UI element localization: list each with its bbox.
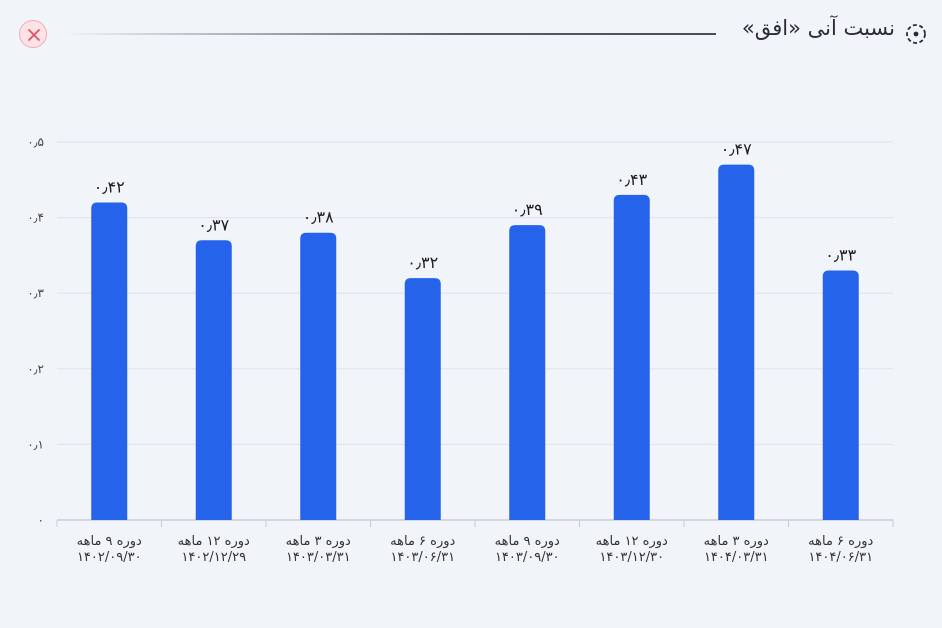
- bar: [509, 225, 546, 520]
- data-label: ۰٫۴۷: [721, 140, 752, 159]
- x-tick-label-date: ۱۴۰۳/۰۳/۳۱: [286, 550, 351, 565]
- data-label: ۰٫۳۲: [407, 253, 438, 272]
- data-label: ۰٫۴۲: [94, 177, 125, 196]
- x-tick-label-period: دوره ۳ ماهه: [704, 534, 769, 549]
- data-label: ۰٫۴۳: [616, 170, 647, 189]
- data-label: ۰٫۳۹: [512, 200, 543, 219]
- x-tick-label-period: دوره ۶ ماهه: [808, 534, 873, 549]
- x-tick-label-period: دوره ۱۲ ماهه: [596, 534, 668, 549]
- bar: [613, 194, 650, 521]
- close-button[interactable]: [19, 20, 47, 48]
- bar: [718, 164, 755, 520]
- chart-header: نسبت آنی «افق»: [0, 0, 942, 70]
- x-tick-label-date: ۱۴۰۴/۰۳/۳۱: [704, 550, 769, 565]
- x-tick-label-period: دوره ۹ ماهه: [495, 534, 560, 549]
- close-icon: [28, 29, 40, 41]
- bar: [404, 278, 441, 520]
- x-tick-label-period: دوره ۳ ماهه: [286, 534, 351, 549]
- page-title: نسبت آنی «افق»: [741, 16, 895, 40]
- x-tick-label-date: ۱۴۰۲/۱۲/۲۹: [181, 550, 246, 565]
- x-tick-label-date: ۱۴۰۳/۰۶/۳۱: [390, 550, 455, 565]
- bar: [195, 240, 232, 520]
- bar: [300, 232, 337, 520]
- x-tick-label-date: ۱۴۰۳/۱۲/۳۰: [599, 550, 664, 565]
- x-tick-label-period: دوره ۶ ماهه: [390, 534, 455, 549]
- data-label: ۰٫۳۸: [303, 208, 334, 227]
- data-label: ۰٫۳۳: [825, 246, 856, 265]
- y-tick-label: ۰٫۴: [27, 211, 44, 225]
- x-tick-label-date: ۱۴۰۲/۰۹/۳۰: [77, 550, 142, 565]
- y-tick-label: ۰٫۳: [27, 286, 44, 300]
- bar: [91, 202, 128, 521]
- y-tick-label: ۰٫۱: [27, 437, 44, 451]
- x-tick-label-date: ۱۴۰۴/۰۶/۳۱: [808, 550, 873, 565]
- x-tick-label-date: ۱۴۰۳/۰۹/۳۰: [495, 550, 560, 565]
- header-divider: [62, 33, 716, 35]
- x-tick-label-period: دوره ۹ ماهه: [77, 534, 142, 549]
- bar: [822, 270, 859, 520]
- y-tick-label: ۰٫۵: [27, 135, 44, 149]
- target-icon: [906, 24, 926, 44]
- x-tick-label-period: دوره ۱۲ ماهه: [178, 534, 250, 549]
- data-label: ۰٫۳۷: [198, 215, 229, 234]
- y-tick-label: ۰: [38, 513, 44, 527]
- y-tick-label: ۰٫۲: [27, 362, 44, 376]
